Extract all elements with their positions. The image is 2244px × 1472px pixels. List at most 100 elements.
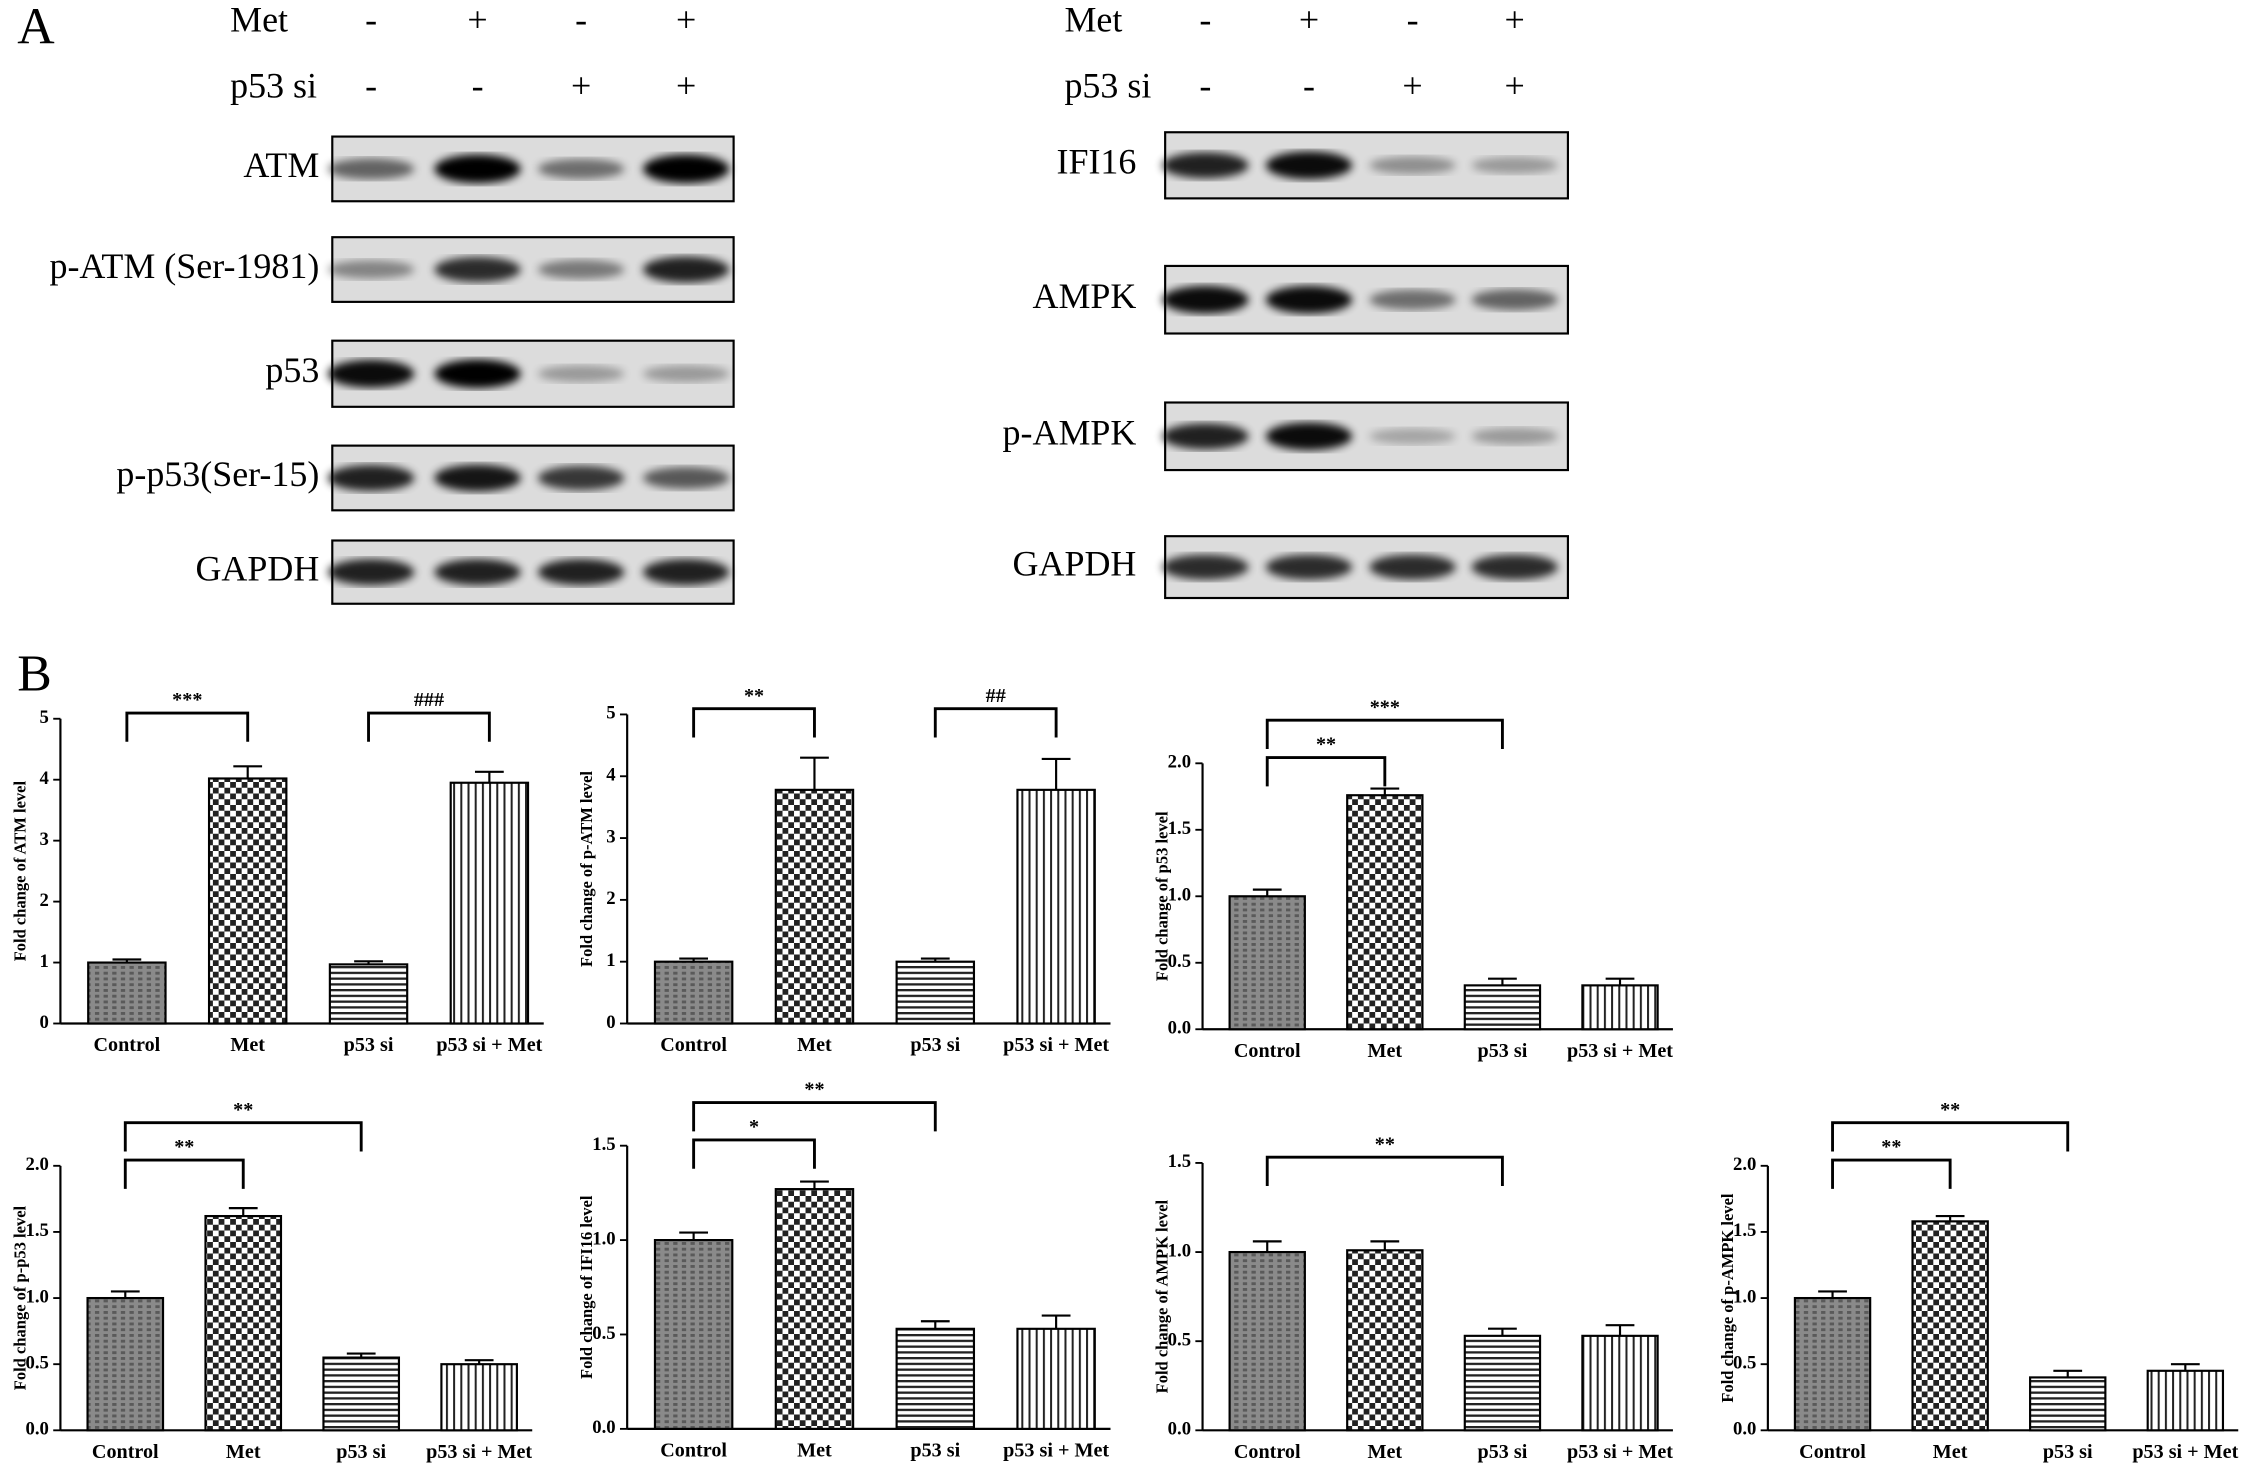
blot-band [434,359,521,389]
bar [1228,895,1306,1031]
blot-band [537,365,625,383]
blot-band [1369,428,1456,445]
y-tick-label: 5 [606,703,615,724]
x-tick-label: Met [226,1441,261,1463]
error-bar [1370,1240,1400,1251]
blot-band [327,260,415,279]
treatment-sign: + [676,65,696,105]
error-bar [1252,888,1282,897]
y-tick-label: 4 [606,765,615,786]
blot-band [434,256,521,283]
y-tick-label: 2 [606,888,615,909]
error-bar [474,770,504,783]
y-axis-label: Fold change of ATM level [10,781,29,962]
y-tick-label: 2.0 [26,1154,49,1175]
blot-band [537,465,625,491]
bar [1346,1249,1424,1432]
x-tick-label: p53 si [1478,1441,1528,1463]
blot-band [1162,285,1249,314]
x-tick-label: Control [1234,1441,1301,1463]
panel-label: B [17,645,52,702]
significance-bracket [692,1138,816,1169]
treatment-sign: + [1505,0,1525,39]
treatment-label: Met [1064,0,1122,39]
treatment-sign: - [575,0,587,39]
bar [1016,1327,1096,1430]
y-tick-label: 1.0 [26,1286,49,1307]
y-tick-label: 0.0 [1168,1419,1191,1440]
y-tick-label: 1 [606,950,615,971]
blot-band [1162,423,1249,450]
error-bar [1605,977,1635,986]
x-tick-label: p53 si [910,1034,960,1056]
x-tick-label: Control [94,1034,161,1056]
significance-label: ** [1375,1133,1395,1155]
bar [86,1296,165,1432]
blot-band [1265,554,1353,580]
band-label: p-AMPK [1003,413,1137,453]
y-tick-label: 0.5 [26,1352,49,1373]
bar [895,960,976,1025]
blot-band [537,559,625,586]
x-tick-label: Control [660,1034,727,1056]
x-tick-label: p53 si + Met [436,1034,542,1056]
y-axis-label: Fold change of p-AMPK level [1718,1193,1737,1403]
x-tick-label: Met [797,1034,832,1056]
y-tick-label: 0.0 [26,1419,49,1440]
significance-bracket [1265,718,1504,749]
y-tick-label: 3 [606,826,615,847]
x-tick-label: p53 si + Met [426,1441,532,1463]
blot-band [642,154,730,184]
bar [2146,1369,2225,1432]
bar [449,781,530,1025]
treatment-sign: + [1299,0,1319,39]
treatment-sign: - [1199,0,1211,39]
significance-label: *** [172,689,202,711]
x-tick-label: p53 si [344,1034,394,1056]
y-tick-label: 2.0 [1733,1154,1756,1175]
blot-band [642,256,730,283]
bar [895,1327,976,1430]
panel-label: A [17,0,54,55]
significance-bracket [1831,1158,1952,1189]
bar [204,1214,283,1432]
blot-band [1369,289,1456,310]
y-tick-label: 0.5 [1733,1352,1756,1373]
y-tick-label: 1.5 [1733,1220,1756,1241]
y-tick-label: 5 [40,707,49,728]
y-tick-label: 1.5 [1168,818,1191,839]
y-tick-label: 0.0 [1168,1018,1191,1039]
bar [653,1239,734,1430]
x-tick-label: p53 si [336,1441,386,1463]
significance-label: ** [804,1079,824,1101]
x-tick-label: Control [1799,1441,1866,1463]
error-bar [920,1320,950,1329]
blot-band [434,464,521,492]
significance-label: *** [1370,696,1400,718]
significance-label: ## [986,685,1006,707]
x-tick-label: Control [660,1440,727,1462]
x-tick-label: p53 si + Met [1567,1441,1673,1463]
treatment-label: p53 si [1064,65,1151,105]
error-bar [1488,977,1517,986]
significance-label: * [749,1116,759,1138]
blot-band [1471,427,1558,445]
significance-bracket [1265,756,1387,787]
x-tick-label: p53 si [2043,1441,2093,1463]
x-tick-label: Control [1234,1040,1301,1062]
blot-band [1162,554,1249,580]
treatment-sign: + [467,0,487,39]
x-tick-label: Met [797,1440,832,1462]
y-axis-label: Fold change of p53 level [1153,811,1172,981]
error-bar [112,958,142,963]
significance-label: ** [233,1099,253,1121]
y-axis-label: Fold change of p-ATM level [577,771,596,967]
bar [1346,794,1424,1031]
y-tick-label: 2.0 [1168,752,1191,773]
y-axis-label: Fold change of IFI16 level [577,1195,596,1379]
blot-band [434,559,521,586]
error-bar [2170,1363,2200,1371]
significance-bracket [123,1121,363,1152]
x-tick-label: Met [1367,1040,1402,1062]
significance-label: ** [1940,1099,1960,1121]
